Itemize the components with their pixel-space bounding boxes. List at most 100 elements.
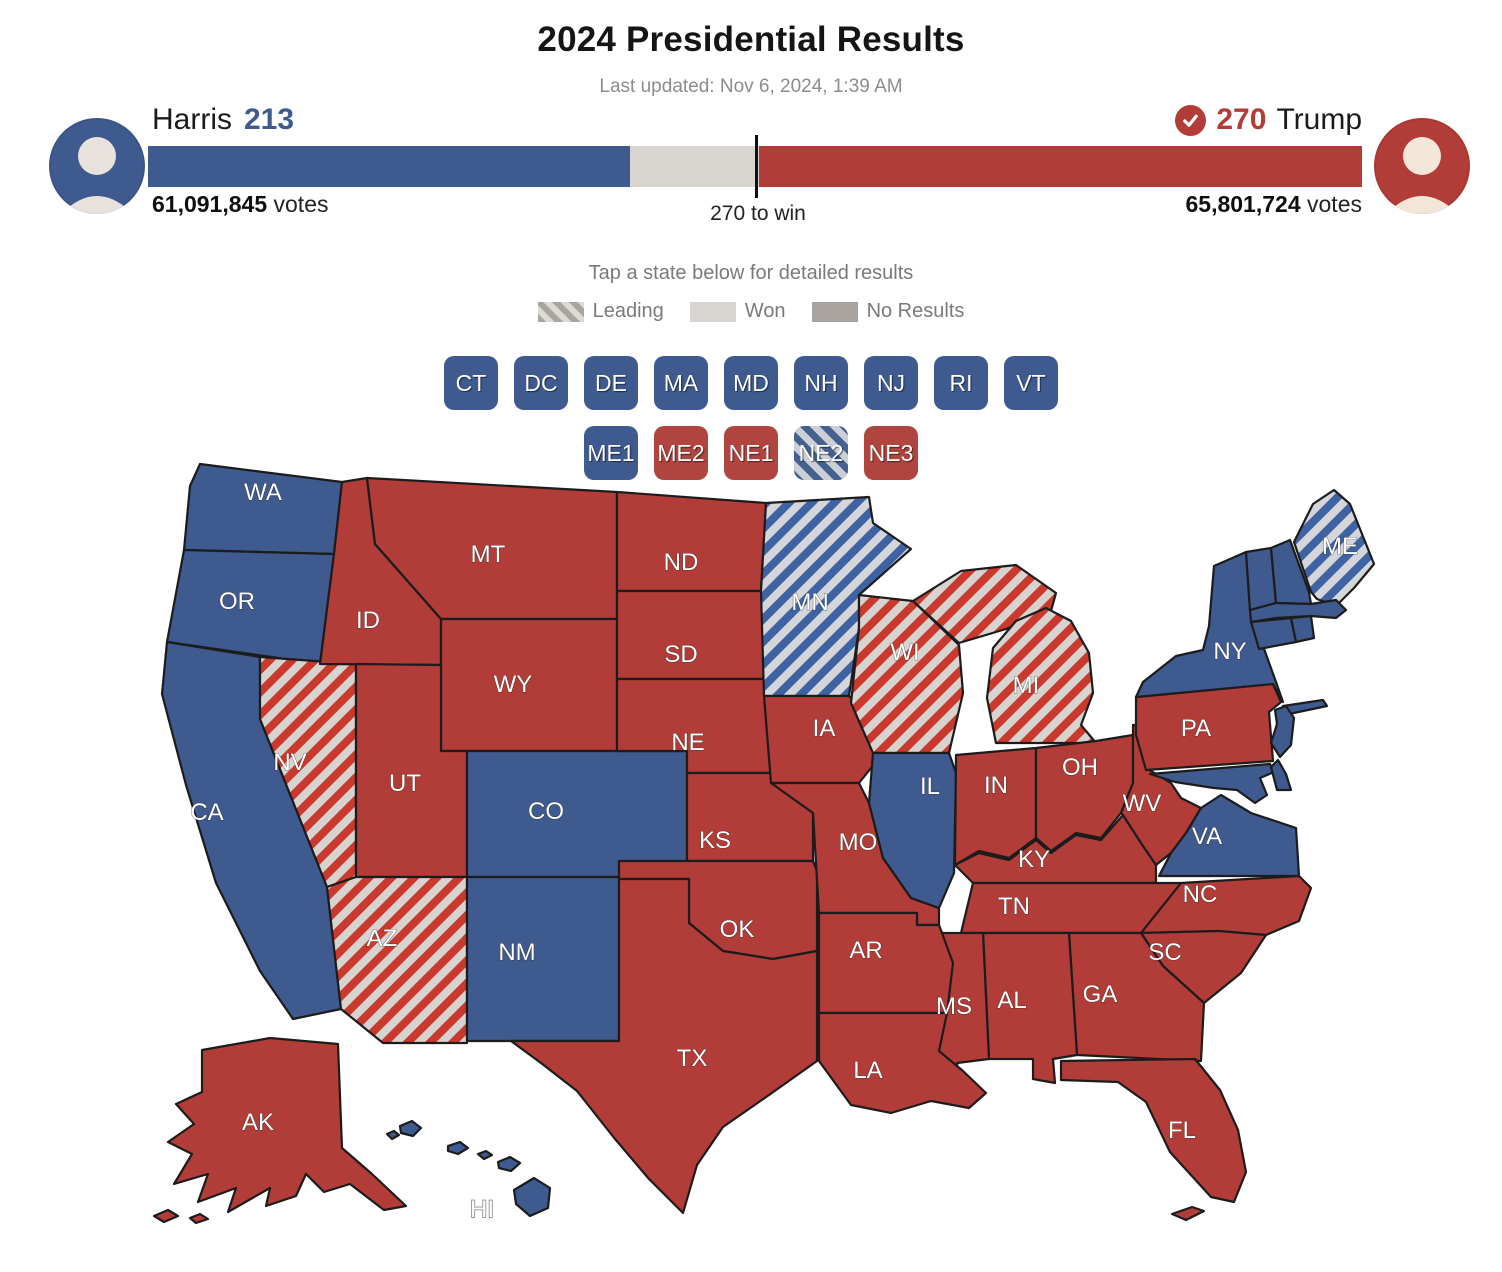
state-co[interactable] [465, 749, 689, 879]
map-label-ok: OK [720, 916, 755, 943]
state-fl[interactable] [1059, 1057, 1248, 1204]
map-label-il: IL [920, 773, 940, 800]
map-label-ky: KY [1018, 846, 1050, 873]
state-oh[interactable] [1034, 733, 1135, 853]
state-button-nj[interactable]: NJ [864, 356, 918, 410]
state-button-nh[interactable]: NH [794, 356, 848, 410]
small-state-buttons-row-1: CT DC DE MA MD NH NJ RI VT [0, 356, 1502, 410]
electoral-bar [148, 135, 1362, 198]
state-button-ne2[interactable]: NE2 [794, 426, 848, 480]
state-button-ri[interactable]: RI [934, 356, 988, 410]
state-ct[interactable] [1249, 616, 1298, 651]
map-label-ak: AK [242, 1109, 274, 1136]
small-state-buttons-row-2: ME1 ME2 NE1 NE2 NE3 [0, 426, 1502, 480]
map-label-ga: GA [1083, 981, 1118, 1008]
legend-label: No Results [866, 300, 965, 322]
map-label-id: ID [356, 607, 380, 634]
map-label-nv: NV [273, 749, 306, 776]
map-label-ny: NY [1213, 638, 1246, 665]
state-hi-island[interactable] [476, 1149, 494, 1161]
map-label-tx: TX [677, 1045, 708, 1072]
trump-popular-votes: 65,801,724 votes [1186, 191, 1363, 218]
state-button-me2[interactable]: ME2 [654, 426, 708, 480]
map-label-fl: FL [1168, 1117, 1196, 1144]
map-label-sd: SD [664, 641, 697, 668]
trump-avatar [1374, 118, 1470, 214]
trump-name: Trump [1276, 103, 1362, 136]
last-updated: Last updated: Nov 6, 2024, 1:39 AM [599, 76, 903, 97]
state-nd[interactable] [615, 490, 768, 593]
state-wa[interactable] [182, 462, 344, 556]
state-ak-island[interactable] [188, 1212, 210, 1225]
map-label-tn: TN [998, 893, 1030, 920]
map-label-ks: KS [699, 827, 731, 854]
harris-bar-segment [148, 146, 630, 187]
state-al[interactable] [981, 931, 1079, 1085]
legend-item-leading: Leading [537, 300, 664, 323]
trump-bar-segment [758, 146, 1362, 187]
state-button-vt[interactable]: VT [1004, 356, 1058, 410]
state-hi-island[interactable] [496, 1155, 522, 1173]
state-button-ne3[interactable]: NE3 [864, 426, 918, 480]
state-nm[interactable] [465, 875, 621, 1043]
state-mi-upper-peninsula[interactable] [911, 563, 1058, 645]
state-ny[interactable] [1134, 550, 1285, 704]
state-mi[interactable] [985, 606, 1098, 745]
state-la[interactable] [817, 1011, 988, 1115]
state-az[interactable] [325, 875, 469, 1045]
map-label-ne: NE [671, 729, 704, 756]
state-mo[interactable] [769, 781, 941, 927]
state-hi-island[interactable] [512, 1176, 552, 1218]
state-nj[interactable] [1269, 704, 1296, 759]
harris-vote-count: 61,091,845 [152, 191, 268, 217]
state-tx[interactable] [509, 877, 819, 1215]
map-label-mn: MN [791, 589, 828, 616]
state-de[interactable] [1269, 758, 1293, 792]
map-label-la: LA [853, 1057, 882, 1084]
legend-item-won: Won [689, 300, 786, 323]
state-fl-keys[interactable] [1170, 1205, 1206, 1222]
map-label-mo: MO [839, 829, 878, 856]
map-label-wy: WY [494, 671, 533, 698]
state-me[interactable] [1292, 488, 1376, 608]
harris-electoral-votes: 213 [244, 103, 295, 136]
state-button-ne1[interactable]: NE1 [724, 426, 778, 480]
state-hi-island[interactable] [385, 1129, 401, 1141]
votes-suffix: votes [273, 191, 329, 217]
map-label-oh: OH [1062, 754, 1098, 781]
harris-score: Harris 213 [152, 103, 294, 137]
state-button-me1[interactable]: ME1 [584, 426, 638, 480]
270-to-win-marker [755, 135, 759, 198]
map-label-in: IN [984, 772, 1008, 799]
legend-label: Leading [592, 300, 664, 322]
state-ak[interactable] [166, 1036, 408, 1214]
state-hi-island[interactable] [398, 1119, 423, 1138]
state-button-ma[interactable]: MA [654, 356, 708, 410]
map-label-mi: MI [1013, 672, 1040, 699]
state-button-md[interactable]: MD [724, 356, 778, 410]
state-button-dc[interactable]: DC [514, 356, 568, 410]
state-nh[interactable] [1269, 538, 1313, 606]
state-il[interactable] [867, 751, 958, 910]
state-button-ct[interactable]: CT [444, 356, 498, 410]
state-button-de[interactable]: DE [584, 356, 638, 410]
map-label-ia: IA [813, 715, 836, 742]
legend-item-no-results: No Results [811, 300, 965, 323]
map-label-sc: SC [1148, 939, 1181, 966]
map-label-wa: WA [244, 479, 282, 506]
state-ar[interactable] [817, 911, 955, 1015]
legend: Leading Won No Results [0, 300, 1502, 323]
votes-suffix: votes [1307, 191, 1362, 217]
map-label-mt: MT [471, 541, 506, 568]
to-win-label: 270 to win [710, 202, 806, 225]
state-ak-island[interactable] [152, 1208, 180, 1224]
person-silhouette-icon [61, 137, 133, 214]
map-label-co: CO [528, 798, 564, 825]
trump-vote-count: 65,801,724 [1185, 191, 1301, 217]
state-ri[interactable] [1289, 614, 1316, 644]
winner-check-icon [1175, 104, 1207, 136]
legend-swatch-leading [537, 301, 584, 322]
map-label-ms: MS [936, 993, 972, 1020]
state-hi-island[interactable] [446, 1140, 470, 1156]
